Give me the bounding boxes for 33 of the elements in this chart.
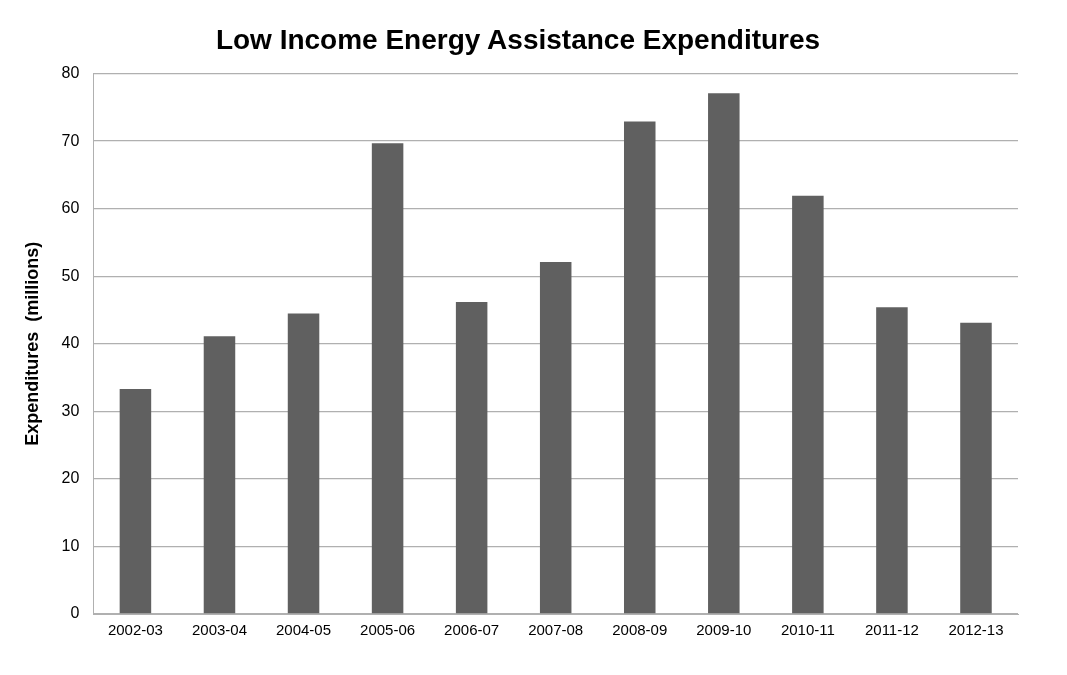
x-tick-label: 2010-11 bbox=[780, 621, 835, 639]
y-tick-label: 30 bbox=[61, 401, 80, 419]
x-tick-label: 2002-03 bbox=[107, 621, 163, 639]
chart-title: Low Income Energy Assistance Expenditures bbox=[215, 23, 821, 55]
x-tick-label: 2003-04 bbox=[191, 621, 248, 639]
x-tick-label: 2004-05 bbox=[276, 621, 332, 639]
bar bbox=[119, 389, 152, 614]
bar bbox=[876, 307, 908, 614]
x-tick-label: 2008-09 bbox=[612, 621, 668, 639]
bar bbox=[371, 143, 404, 614]
y-tick-label: 50 bbox=[61, 266, 80, 284]
y-axis-title: Expenditures (millions) bbox=[21, 241, 42, 446]
bar bbox=[623, 121, 656, 614]
y-tick-label: 40 bbox=[61, 334, 80, 352]
x-tick-label: 2011-12 bbox=[864, 621, 919, 639]
bar bbox=[708, 93, 740, 614]
y-tick-label: 70 bbox=[61, 131, 80, 149]
bar bbox=[203, 336, 236, 614]
bar bbox=[287, 313, 320, 614]
y-tick-label: 0 bbox=[70, 604, 80, 622]
x-tick-label: 2006-07 bbox=[444, 621, 500, 639]
bar bbox=[539, 262, 572, 614]
bar bbox=[455, 301, 488, 614]
x-tick-label: 2009-10 bbox=[696, 621, 752, 639]
y-tick-label: 20 bbox=[61, 469, 80, 487]
x-tick-label: 2007-08 bbox=[528, 621, 584, 639]
x-tick-label: 2005-06 bbox=[360, 621, 416, 639]
y-tick-label: 80 bbox=[61, 64, 80, 82]
bar bbox=[960, 322, 992, 614]
x-tick-label: 2012-13 bbox=[948, 621, 1004, 639]
bar bbox=[792, 195, 824, 614]
y-tick-label: 60 bbox=[61, 199, 80, 217]
y-tick-label: 10 bbox=[61, 536, 80, 554]
